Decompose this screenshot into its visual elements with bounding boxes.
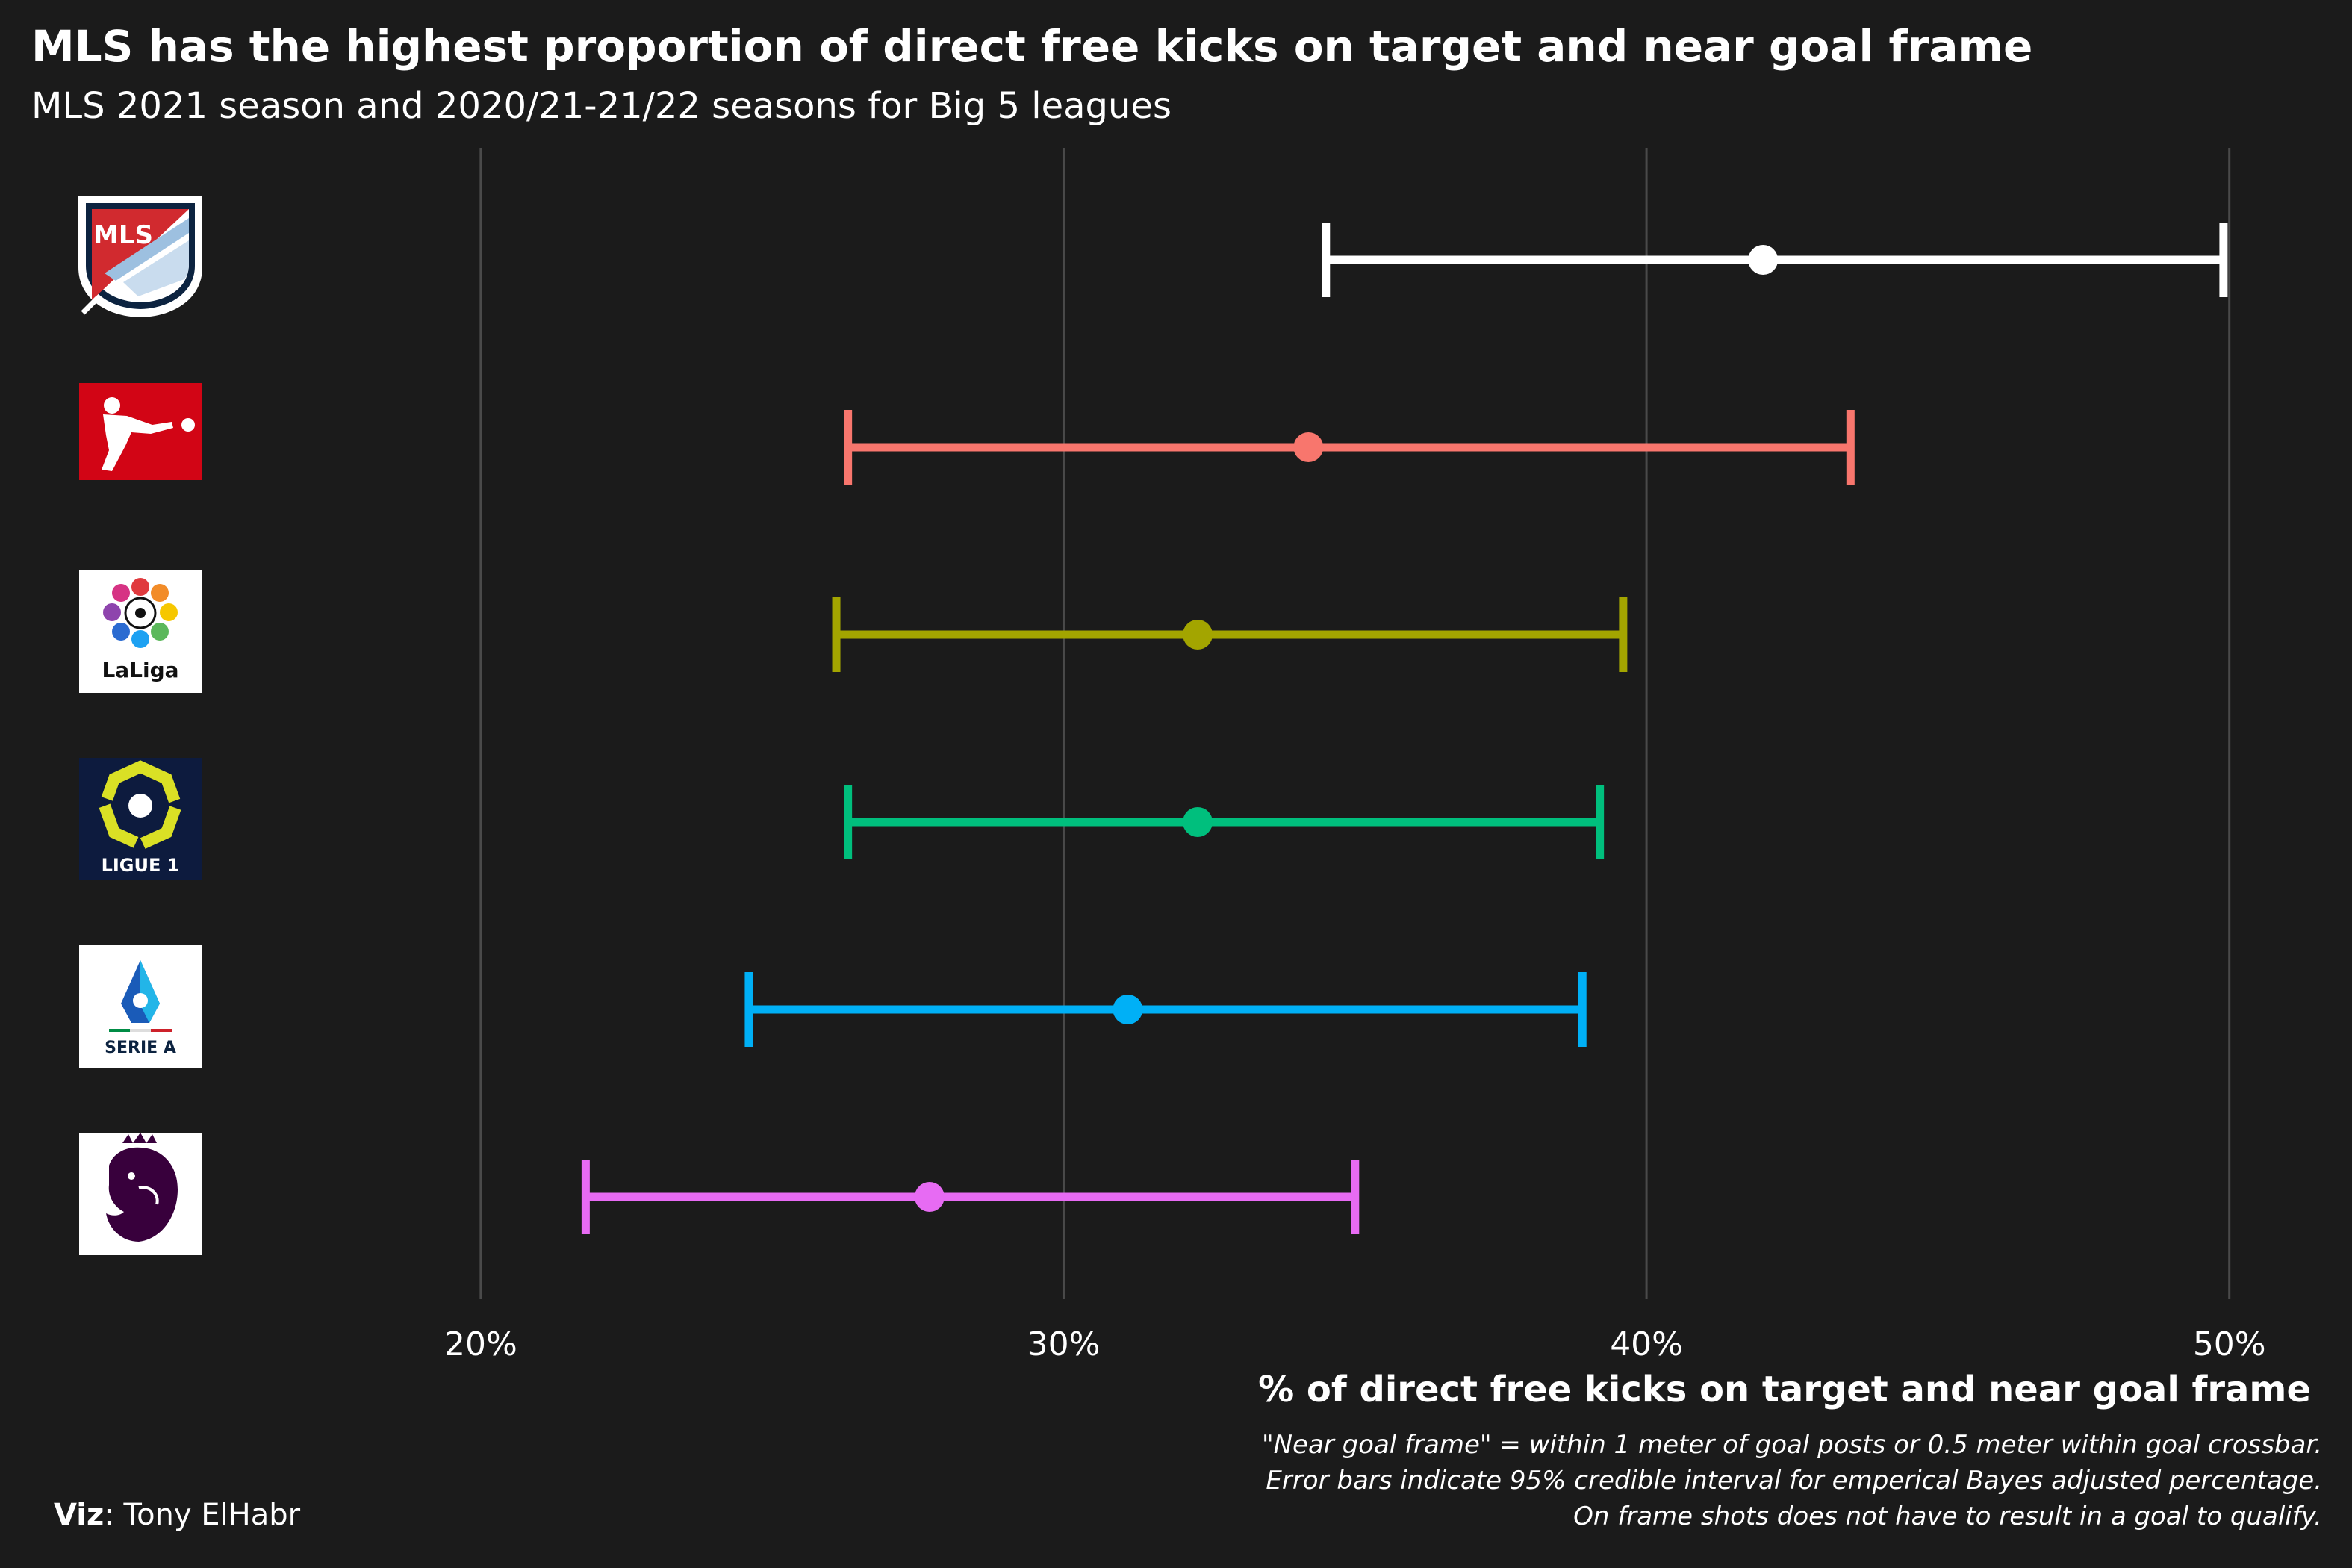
caption-note-3: On frame shots does not have to result i… bbox=[1573, 1502, 2322, 1531]
seriea-logo: SERIE A bbox=[79, 945, 202, 1068]
seriea-logo-text: SERIE A bbox=[105, 1039, 176, 1057]
caption-note-2: Error bars indicate 95% credible interva… bbox=[1266, 1466, 2322, 1496]
bundesliga-logo bbox=[79, 383, 202, 480]
grid-layer bbox=[479, 148, 2231, 1299]
laliga-logo-text: LaLiga bbox=[102, 658, 178, 682]
logo-column: MLS LaLiga bbox=[78, 196, 202, 1255]
estimate-point-premier-league bbox=[914, 1182, 945, 1212]
errorbar-premier-league bbox=[581, 1160, 1360, 1234]
errorbar-ligue-1 bbox=[844, 785, 1605, 859]
x-axis-label: % of direct free kicks on target and nea… bbox=[1258, 1369, 2311, 1410]
x-tick-label-20: 20% bbox=[444, 1325, 517, 1363]
x-tick-label-50: 50% bbox=[2193, 1325, 2266, 1363]
estimate-point-laliga bbox=[1183, 620, 1213, 650]
x-tick-label-40: 40% bbox=[1610, 1325, 1683, 1363]
estimate-point-bundesliga bbox=[1293, 432, 1324, 462]
mls-logo-text: MLS bbox=[93, 220, 153, 250]
estimate-point-ligue-1 bbox=[1183, 807, 1213, 837]
premier-league-logo bbox=[79, 1133, 202, 1255]
viz-credit-label: Viz bbox=[54, 1498, 104, 1532]
mls-logo: MLS bbox=[78, 196, 202, 317]
errorbar-mls bbox=[1322, 223, 2228, 297]
errorbar-laliga bbox=[832, 597, 1628, 672]
viz-credit-author: : Tony ElHabr bbox=[104, 1498, 300, 1532]
caption-note-1: "Near goal frame" = within 1 meter of go… bbox=[1262, 1430, 2322, 1460]
estimate-point-serie-a bbox=[1113, 995, 1143, 1024]
x-tick-label-30: 30% bbox=[1027, 1325, 1101, 1363]
laliga-logo: LaLiga bbox=[79, 570, 202, 693]
chart-title: MLS has the highest proportion of direct… bbox=[31, 21, 2032, 72]
ligue1-logo-text: LIGUE 1 bbox=[102, 855, 180, 876]
marks-layer bbox=[581, 223, 2228, 1234]
chart-subtitle: MLS 2021 season and 2020/21-21/22 season… bbox=[31, 85, 1172, 127]
estimate-point-mls bbox=[1748, 245, 1779, 275]
errorbar-bundesliga bbox=[844, 410, 1855, 485]
errorbar-serie-a bbox=[744, 972, 1587, 1047]
x-axis-ticks: 20% 30% 40% 50% bbox=[444, 1325, 2266, 1363]
ligue1-logo: LIGUE 1 bbox=[79, 758, 202, 880]
viz-credit: Viz: Tony ElHabr bbox=[54, 1498, 301, 1532]
